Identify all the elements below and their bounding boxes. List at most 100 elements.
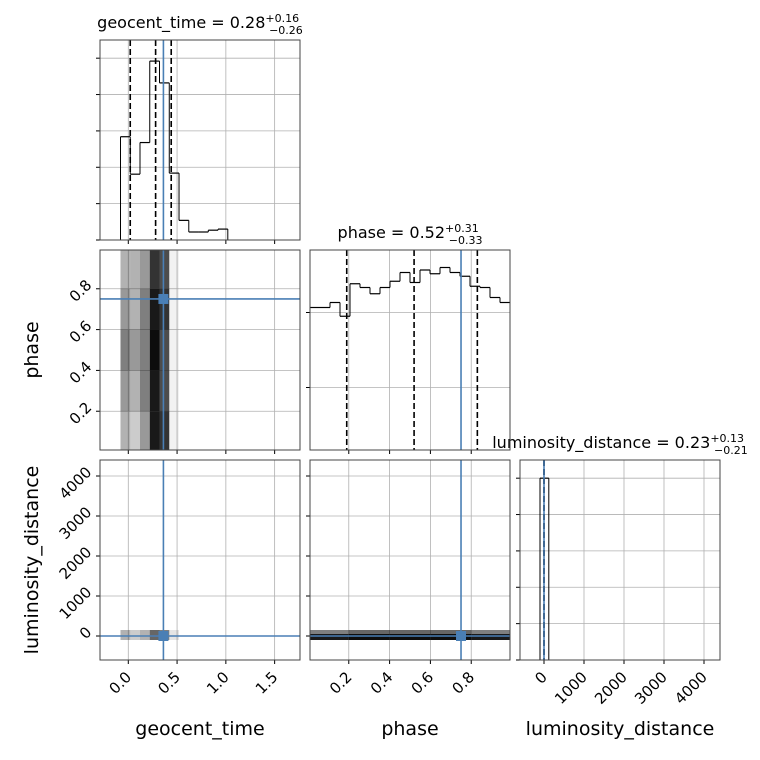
x-tick-label: 0.0 [106,668,136,698]
density-cell [149,411,160,450]
title-main: luminosity_distance = 0.23 [492,433,710,453]
density-cell [120,329,131,371]
panel-frame [99,249,301,451]
density-cell [120,411,131,450]
density-cell [149,370,160,412]
histogram [119,40,229,240]
density-cell [130,288,140,330]
density-cell [159,411,170,450]
panel-frame [99,39,301,241]
y-tick-label: 0 [76,623,95,642]
density-cell [430,634,472,640]
density-cell [140,630,150,640]
density [100,460,300,660]
density-cell [348,634,390,640]
density-cell [130,329,140,371]
x-tick-label: 0.4 [367,668,397,698]
density-cell [169,288,180,330]
x-tick-label: 1000 [551,668,591,708]
title-upper: +0.31 [445,222,479,235]
density-cell [149,250,160,289]
y-axis-label: phase [21,321,43,378]
density-cell [169,329,180,371]
x-tick-label: 0.2 [326,668,356,698]
x-axis-label: luminosity_distance [526,718,715,740]
density-cell [120,250,131,289]
y-tick-label: 0.6 [66,317,96,347]
y-tick-label: 2000 [56,543,96,583]
truth-marker [158,631,169,641]
truth-marker [456,631,467,641]
y-tick-label: 0.4 [66,358,96,388]
x-tick-label: 3000 [631,668,671,708]
x-axis-label: phase [381,718,438,740]
title-lower: −0.26 [269,24,303,37]
x-tick-label: 4000 [671,668,711,708]
x-tick-label: 1.5 [252,668,282,698]
density-cell [130,250,140,289]
x-tick-label: 0.8 [448,668,478,698]
x-tick-label: 2000 [591,668,631,708]
density-cell [471,634,510,640]
truth-marker [158,293,169,304]
density-cell [140,250,150,289]
density-cell [159,250,170,289]
density-cell [130,630,140,640]
y-axis-label: luminosity_distance [21,466,43,655]
density [310,460,510,660]
x-tick-label: 1.0 [203,668,233,698]
density-cell [169,411,180,450]
title-lower: −0.21 [714,444,748,457]
density-cell [310,630,349,634]
x-axis-label: geocent_time [135,718,264,740]
density-cell [430,630,472,634]
y-tick-label: 0.2 [66,398,96,428]
histogram [539,460,550,660]
density-cell [169,370,180,412]
density-cell [169,630,180,640]
panel-title: phase = 0.52+0.31 −0.33 [338,222,483,247]
histogram [310,250,510,450]
density-cell [159,329,170,371]
title-main: geocent_time = 0.28 [97,13,265,33]
x-tick-label: 0 [531,668,550,687]
density-cell [149,329,160,371]
title-upper: +0.16 [265,12,299,25]
density-cell [120,370,131,412]
density-cell [130,411,140,450]
panel-frame [309,459,511,661]
title-lower: −0.33 [449,234,483,247]
density-cell [389,634,431,640]
density-cell [471,630,510,634]
panel-title: luminosity_distance = 0.23+0.13 −0.21 [492,432,748,457]
density-cell [120,288,131,330]
density-cell [169,250,180,289]
y-tick-label: 1000 [56,583,96,623]
x-tick-label: 0.6 [408,668,438,698]
panel-frame [309,249,511,451]
density-cell [149,288,160,330]
density-cell [149,630,160,640]
density-cell [120,630,131,640]
panel-title: geocent_time = 0.28+0.16 −0.26 [97,12,303,37]
title-upper: +0.13 [710,432,744,445]
title-main: phase = 0.52 [338,223,445,242]
density-cell [348,630,390,634]
density-cell [159,288,170,330]
panel-frame [519,459,721,661]
density [100,250,300,450]
density-cell [389,630,431,634]
density-cell [140,370,150,412]
y-tick-label: 3000 [56,503,96,543]
density-cell [159,370,170,412]
density-cell [140,411,150,450]
panel-frame [99,459,301,661]
density-cell [140,329,150,371]
x-tick-label: 0.5 [154,668,184,698]
y-tick-label: 4000 [56,463,96,503]
y-tick-label: 0.8 [66,276,96,306]
density-cell [130,370,140,412]
density-cell [310,634,349,640]
density-cell [140,288,150,330]
